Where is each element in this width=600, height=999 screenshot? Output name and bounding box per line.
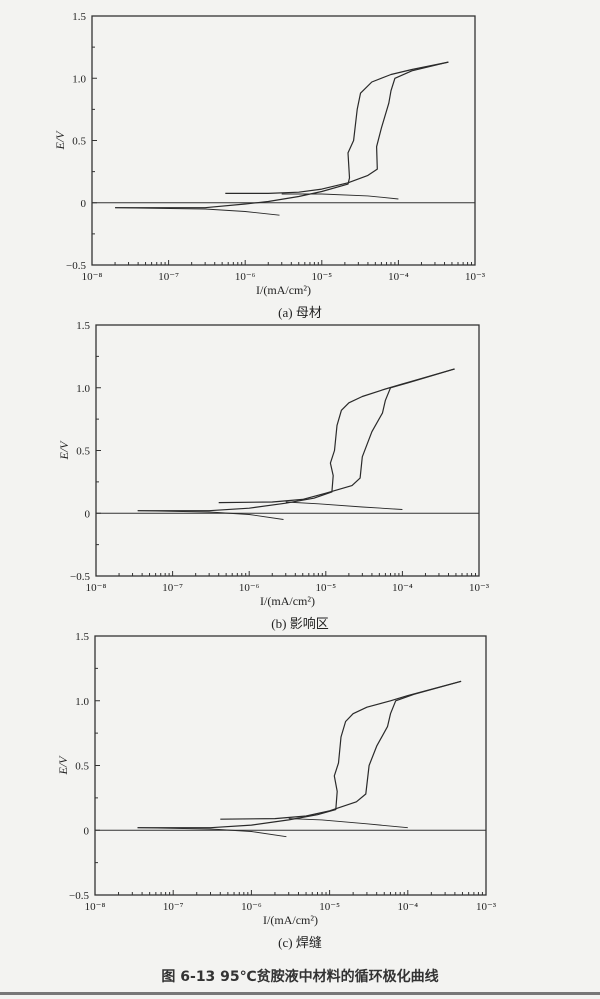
x-axis-label: I/(mA/cm²) xyxy=(260,594,315,608)
polarization-curve-segment-1 xyxy=(115,207,280,216)
x-tick-label: 10⁻⁴ xyxy=(388,271,409,283)
y-tick-label: 0 xyxy=(84,825,90,837)
polarization-curve-segment-4 xyxy=(288,818,408,829)
y-tick-label: 0.5 xyxy=(72,136,86,148)
chart-b: 10⁻⁸ 10⁻⁷ 10⁻⁶ 10⁻⁵ 10⁻⁴ 10⁻³ −0.5 0 0.5 1.0 1.5 I/… xyxy=(57,320,490,608)
polarization-curve-segment-1 xyxy=(137,510,284,520)
x-tick-label: 10⁻⁶ xyxy=(241,901,262,913)
x-tick-label: 10⁻⁷ xyxy=(158,271,179,283)
x-tick-label: 10⁻⁶ xyxy=(239,582,260,594)
y-tick-label: 0 xyxy=(85,508,91,520)
x-axis-label: I/(mA/cm²) xyxy=(263,913,318,927)
chart-a: 10⁻⁸ 10⁻⁷ 10⁻⁶ 10⁻⁵ 10⁻⁴ 10⁻³ −0.5 0 0.5 1.0 1.5 I/… xyxy=(53,11,486,297)
y-tick-label: 0.5 xyxy=(76,446,90,458)
polarization-curve-segment-3 xyxy=(220,680,462,820)
y-tick-label: 1.5 xyxy=(75,631,89,643)
polarization-curve-segment-1 xyxy=(137,827,287,838)
x-tick-label: 10⁻⁴ xyxy=(397,901,418,913)
y-tick-label: 1.0 xyxy=(72,73,86,85)
figure-caption: 图 6-13 95℃贫胺液中材料的循环极化曲线 xyxy=(161,969,439,985)
x-tick-label: 10⁻⁶ xyxy=(235,271,256,283)
y-tick-label: 0.5 xyxy=(75,761,89,773)
y-tick-label: 1.5 xyxy=(72,11,86,23)
polarization-curve-segment-3 xyxy=(218,368,455,504)
y-axis-label: E/V xyxy=(53,130,67,151)
plot-frame xyxy=(94,635,487,896)
polarization-curve-segment-4 xyxy=(281,193,399,200)
x-axis-label: I/(mA/cm²) xyxy=(256,283,311,297)
polarization-curve-segment-2 xyxy=(137,368,455,512)
chart-c-caption: (c) 焊缝 xyxy=(278,935,322,950)
polarization-curve-segment-2 xyxy=(137,680,462,829)
y-tick-label: 0 xyxy=(81,198,87,210)
y-axis-label: E/V xyxy=(56,755,70,776)
x-tick-label: 10⁻⁷ xyxy=(163,901,184,913)
x-tick-label: 10⁻⁵ xyxy=(311,271,332,283)
x-tick-label: 10⁻⁸ xyxy=(82,271,103,283)
x-tick-label: 10⁻³ xyxy=(476,901,497,913)
y-axis-label: E/V xyxy=(57,440,71,461)
x-tick-label: 10⁻⁸ xyxy=(85,901,106,913)
x-tick-label: 10⁻⁴ xyxy=(392,582,413,594)
y-tick-label: 1.0 xyxy=(75,696,89,708)
polarization-curve-segment-4 xyxy=(285,501,403,510)
chart-c: 10⁻⁸ 10⁻⁷ 10⁻⁶ 10⁻⁵ 10⁻⁴ 10⁻³ −0.5 0 0.5 1.0 1.5 I/… xyxy=(56,631,497,927)
x-tick-label: 10⁻³ xyxy=(465,271,486,283)
y-tick-label: 1.5 xyxy=(76,320,90,332)
x-tick-label: 10⁻⁸ xyxy=(86,582,107,594)
y-tick-label: −0.5 xyxy=(70,571,90,583)
chart-a-caption: (a) 母材 xyxy=(278,305,322,320)
y-tick-label: −0.5 xyxy=(69,890,89,902)
y-tick-label: −0.5 xyxy=(66,260,86,272)
chart-b-caption: (b) 影响区 xyxy=(271,616,329,631)
x-tick-label: 10⁻³ xyxy=(469,582,490,594)
x-tick-label: 10⁻⁵ xyxy=(319,901,340,913)
polarization-curve-segment-3 xyxy=(225,61,449,194)
x-tick-label: 10⁻⁵ xyxy=(315,582,336,594)
polarization-curve-segment-2 xyxy=(115,61,449,209)
y-tick-label: 1.0 xyxy=(76,383,90,395)
page-rule xyxy=(0,992,600,995)
x-tick-label: 10⁻⁷ xyxy=(162,582,183,594)
